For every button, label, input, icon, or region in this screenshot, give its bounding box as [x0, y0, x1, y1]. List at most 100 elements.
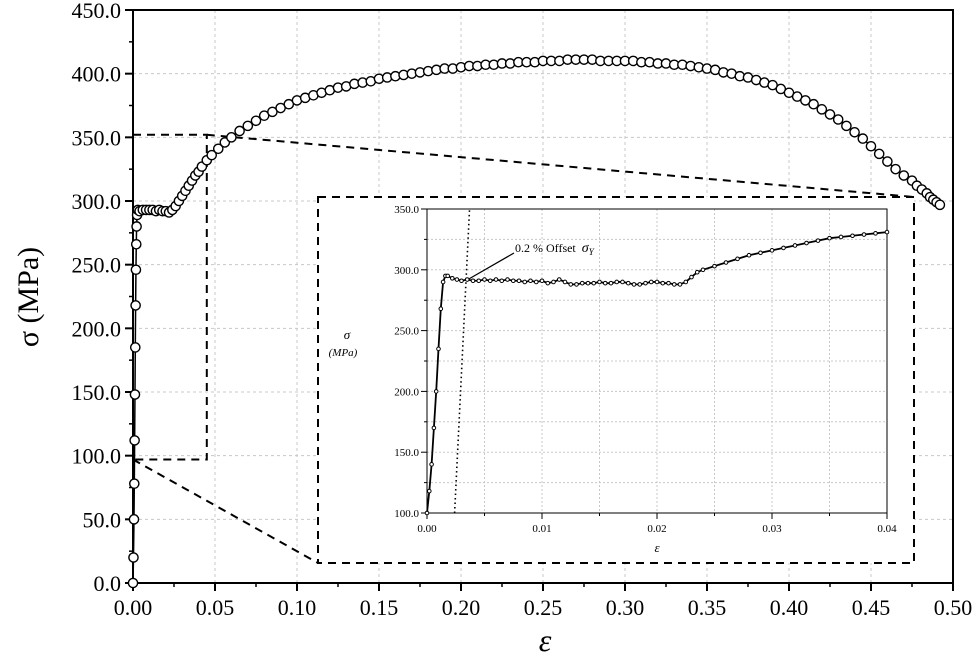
inset-panel — [317, 196, 915, 564]
annotation-text: 0.2 % Offset σY — [515, 241, 595, 257]
inset-data-point — [631, 282, 637, 287]
zoom-lines — [132, 133, 915, 564]
inset-data-point — [838, 234, 844, 240]
data-point — [808, 98, 819, 110]
inset-tick-label-y: 200.0 — [394, 386, 419, 398]
inset-data-point — [608, 280, 614, 286]
inset-data-point — [654, 279, 660, 285]
inset-data-point — [499, 278, 505, 284]
main-tick-label-x: 0.45 — [852, 595, 891, 620]
inset-grid — [427, 209, 887, 513]
data-point — [873, 148, 885, 160]
data-point — [130, 300, 141, 311]
inset-data-point — [510, 278, 516, 284]
inset-data-point — [433, 389, 439, 394]
inset-data-point — [464, 277, 470, 282]
inset-ticks — [421, 208, 888, 519]
inset-data-point — [769, 248, 775, 253]
inset-data-point — [539, 278, 545, 284]
inset-data-point — [424, 510, 430, 516]
zoom-connector-top — [206, 133, 915, 198]
inset-tick-labels: 0.00 0.01 0.02 0.03 0.04 100.0 150.0 200.0 250.0… — [394, 204, 897, 535]
data-point — [129, 342, 141, 353]
inset-data-point — [723, 260, 729, 265]
inset-data-point — [648, 279, 654, 285]
data-point — [832, 114, 844, 125]
inset-data-point — [746, 252, 752, 258]
data-point — [816, 104, 828, 115]
main-tick-label-x: 0.00 — [114, 595, 153, 620]
inset-tick-label-x: 0.04 — [877, 523, 897, 535]
main-tick-label-y: 150.0 — [72, 380, 122, 405]
data-point — [898, 170, 910, 181]
inset-data-point — [545, 280, 551, 286]
inset-data-point — [533, 279, 539, 285]
main-series — [127, 54, 946, 589]
inset-tick-label-x: 0.03 — [762, 523, 782, 535]
inset-data-point — [454, 277, 460, 282]
inset-tick-label-x: 0.00 — [417, 523, 437, 535]
inset-data-point — [850, 233, 855, 239]
data-point — [129, 435, 140, 446]
inset-tick-label-x: 0.01 — [532, 523, 551, 535]
inset-data-point — [562, 279, 568, 285]
inset-data-point — [804, 240, 809, 246]
data-point — [128, 514, 140, 525]
inset-data-point — [884, 229, 890, 235]
inset-data-point — [781, 245, 786, 251]
inset-xlabel: ε — [654, 540, 660, 555]
data-point — [130, 264, 142, 276]
inset-tick-label-y: 250.0 — [394, 326, 419, 338]
inset-data-point — [516, 278, 522, 284]
data-point — [890, 163, 901, 175]
main-tick-label-x: 0.30 — [606, 595, 645, 620]
inset-data-point — [614, 279, 620, 285]
inset-tick-label-y: 100.0 — [394, 508, 419, 520]
inset-data-point — [677, 282, 683, 287]
inset-data-point — [620, 279, 625, 285]
data-point — [857, 133, 869, 144]
data-point — [128, 552, 139, 563]
inset-data-point — [597, 279, 602, 285]
main-tick-label-x: 0.15 — [360, 595, 399, 620]
data-point — [129, 389, 141, 400]
inset-data-point — [522, 279, 528, 285]
inset-tick-label-y: 150.0 — [394, 447, 419, 459]
inset-data-point — [429, 462, 434, 467]
data-point — [129, 478, 140, 489]
inset-data-point — [861, 232, 867, 237]
main-tick-label-x: 0.50 — [934, 595, 973, 620]
inset-data-point — [625, 280, 631, 286]
inset-data-point — [585, 280, 591, 286]
inset-data-point — [438, 306, 444, 312]
inset-data-point — [505, 277, 510, 282]
inset-series — [424, 229, 890, 516]
inset-data-point — [493, 277, 499, 282]
inset-data-point — [643, 280, 648, 286]
inset-data-point — [556, 277, 562, 282]
inset-data-point — [487, 278, 493, 284]
inset-data-point — [445, 273, 451, 279]
inset-data-point — [712, 263, 717, 269]
inset-data-point — [436, 346, 441, 352]
main-tick-label-x: 0.10 — [278, 595, 317, 620]
inset-data-point — [459, 278, 464, 284]
data-point — [841, 120, 852, 132]
inset-data-point — [792, 243, 798, 248]
data-point — [206, 149, 218, 161]
data-point — [824, 109, 836, 120]
data-point — [127, 577, 139, 589]
inset-data-point — [873, 231, 878, 236]
data-point — [865, 140, 877, 152]
inset-data-point — [568, 282, 574, 287]
data-point — [242, 120, 254, 132]
data-point — [212, 143, 224, 155]
data-point — [250, 115, 262, 127]
inset-data-point — [637, 282, 643, 287]
inset-data-point — [574, 282, 579, 287]
main-tick-label-y: 50.0 — [83, 507, 122, 532]
inset-ylabel-unit: (MPa) — [329, 347, 358, 359]
inset-data-point — [431, 425, 437, 431]
inset-data-point — [482, 277, 487, 282]
main-tick-label-x: 0.20 — [442, 595, 481, 620]
